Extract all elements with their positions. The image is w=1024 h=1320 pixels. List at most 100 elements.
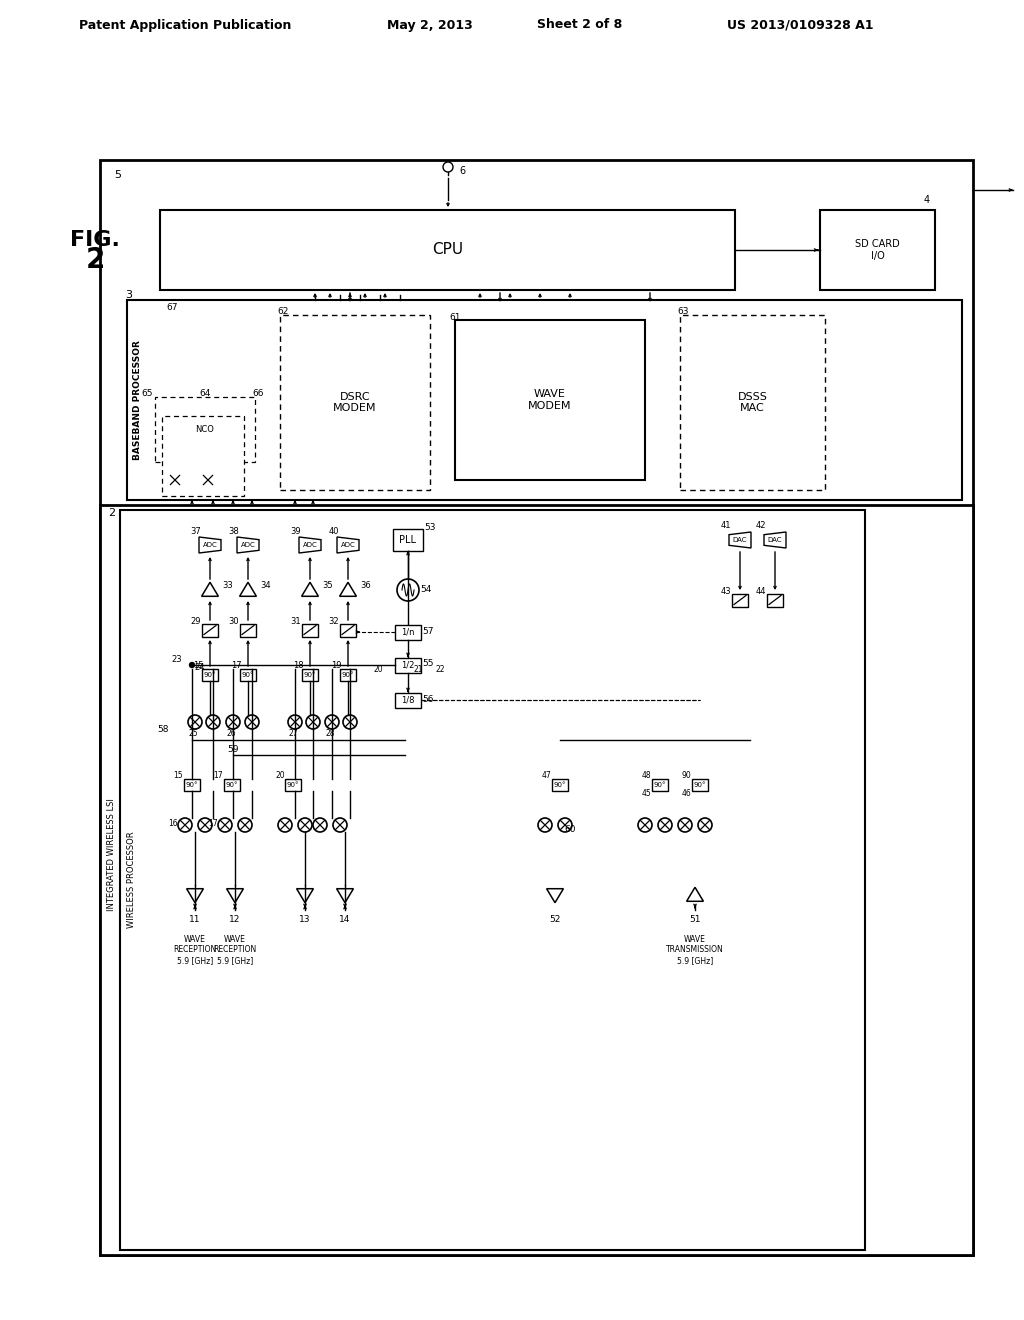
Bar (395, 657, 421, 672)
Text: 59: 59 (227, 746, 239, 755)
Bar (552, 779, 568, 791)
Text: 2: 2 (85, 246, 104, 275)
Text: 15: 15 (193, 661, 203, 671)
Bar (652, 779, 668, 791)
Text: 21: 21 (414, 665, 423, 675)
Text: ADC: ADC (241, 543, 255, 548)
Text: 90°: 90° (342, 672, 354, 678)
Text: 28: 28 (326, 730, 335, 738)
Bar (280, 315, 430, 490)
Text: 14: 14 (339, 916, 350, 924)
Text: 64: 64 (200, 389, 211, 399)
Text: 47: 47 (541, 771, 551, 780)
Bar (395, 693, 421, 708)
Text: 90°: 90° (287, 781, 299, 788)
Text: 20: 20 (275, 771, 285, 780)
Bar (160, 210, 735, 290)
Text: 6: 6 (459, 166, 465, 176)
Text: 60: 60 (564, 825, 575, 834)
Text: 16: 16 (168, 818, 178, 828)
Text: 44: 44 (756, 587, 766, 597)
Text: 53: 53 (424, 523, 436, 532)
Text: 62: 62 (278, 308, 289, 317)
Text: 11: 11 (189, 916, 201, 924)
Text: 61: 61 (450, 313, 461, 322)
Text: 35: 35 (323, 581, 334, 590)
Text: 66: 66 (252, 389, 264, 399)
Text: 90°: 90° (693, 781, 707, 788)
Text: 23: 23 (172, 656, 182, 664)
Text: 39: 39 (291, 527, 301, 536)
Text: 58: 58 (158, 726, 169, 734)
Text: 27: 27 (288, 730, 298, 738)
Text: WAVE
MODEM: WAVE MODEM (528, 389, 571, 411)
Text: 90°: 90° (653, 781, 667, 788)
Bar (120, 510, 865, 1250)
Text: 32: 32 (329, 618, 339, 627)
Text: 57: 57 (422, 627, 434, 635)
Text: 42: 42 (756, 521, 766, 531)
Text: 30: 30 (228, 618, 240, 627)
Text: 1/8: 1/8 (401, 696, 415, 705)
Text: 40: 40 (329, 527, 339, 536)
Text: 18: 18 (293, 661, 303, 671)
Text: 25: 25 (188, 730, 198, 738)
Text: ADC: ADC (303, 543, 317, 548)
Text: 26: 26 (226, 730, 236, 738)
Text: 24: 24 (195, 664, 205, 672)
Text: 20: 20 (373, 665, 383, 675)
Text: 3: 3 (126, 290, 132, 300)
Text: ADC: ADC (341, 543, 355, 548)
Text: 15: 15 (173, 771, 183, 780)
Text: WAVE
RECEPTION
5.9 [GHz]: WAVE RECEPTION 5.9 [GHz] (173, 935, 217, 965)
Text: 33: 33 (222, 581, 233, 590)
Text: WAVE
RECEPTION
5.9 [GHz]: WAVE RECEPTION 5.9 [GHz] (213, 935, 257, 965)
Text: 56: 56 (422, 694, 434, 704)
Text: CPU: CPU (432, 243, 463, 257)
Text: 54: 54 (420, 586, 432, 594)
Text: 51: 51 (689, 916, 700, 924)
Text: 46: 46 (681, 789, 691, 799)
Text: DSSS
MAC: DSSS MAC (737, 392, 767, 413)
Bar (155, 397, 255, 462)
Text: 29: 29 (190, 618, 202, 627)
Text: 67: 67 (166, 304, 178, 313)
Text: Sheet 2 of 8: Sheet 2 of 8 (538, 18, 623, 32)
Text: BASEBAND PROCESSOR: BASEBAND PROCESSOR (132, 341, 141, 459)
Text: 17: 17 (213, 771, 223, 780)
Text: 1/n: 1/n (401, 627, 415, 636)
Text: May 2, 2013: May 2, 2013 (387, 18, 473, 32)
Bar (202, 623, 218, 636)
Text: 90°: 90° (204, 672, 216, 678)
Text: 17: 17 (208, 818, 218, 828)
Text: 12: 12 (229, 916, 241, 924)
Text: 19: 19 (331, 661, 341, 671)
Text: DAC: DAC (768, 537, 782, 543)
Bar (162, 416, 244, 496)
Text: 34: 34 (261, 581, 271, 590)
Text: 90: 90 (681, 771, 691, 780)
Bar (184, 779, 200, 791)
Text: 37: 37 (190, 527, 202, 536)
Text: 90°: 90° (242, 672, 254, 678)
Text: Patent Application Publication: Patent Application Publication (79, 18, 291, 32)
Text: 2: 2 (109, 508, 116, 517)
Bar (340, 669, 356, 681)
Text: 31: 31 (291, 618, 301, 627)
Text: 13: 13 (299, 916, 310, 924)
Text: 63: 63 (677, 308, 689, 317)
Bar (302, 669, 318, 681)
Text: US 2013/0109328 A1: US 2013/0109328 A1 (727, 18, 873, 32)
Bar (820, 210, 935, 290)
Text: 1/2: 1/2 (401, 660, 415, 669)
Bar (692, 779, 708, 791)
Text: NCO: NCO (196, 425, 214, 434)
Bar (395, 624, 421, 639)
Bar (100, 160, 973, 1255)
Text: 52: 52 (549, 916, 561, 924)
Bar (767, 594, 783, 606)
Bar (340, 623, 356, 636)
Text: 55: 55 (422, 660, 434, 668)
Text: 22: 22 (435, 665, 444, 675)
Text: ADC: ADC (203, 543, 217, 548)
